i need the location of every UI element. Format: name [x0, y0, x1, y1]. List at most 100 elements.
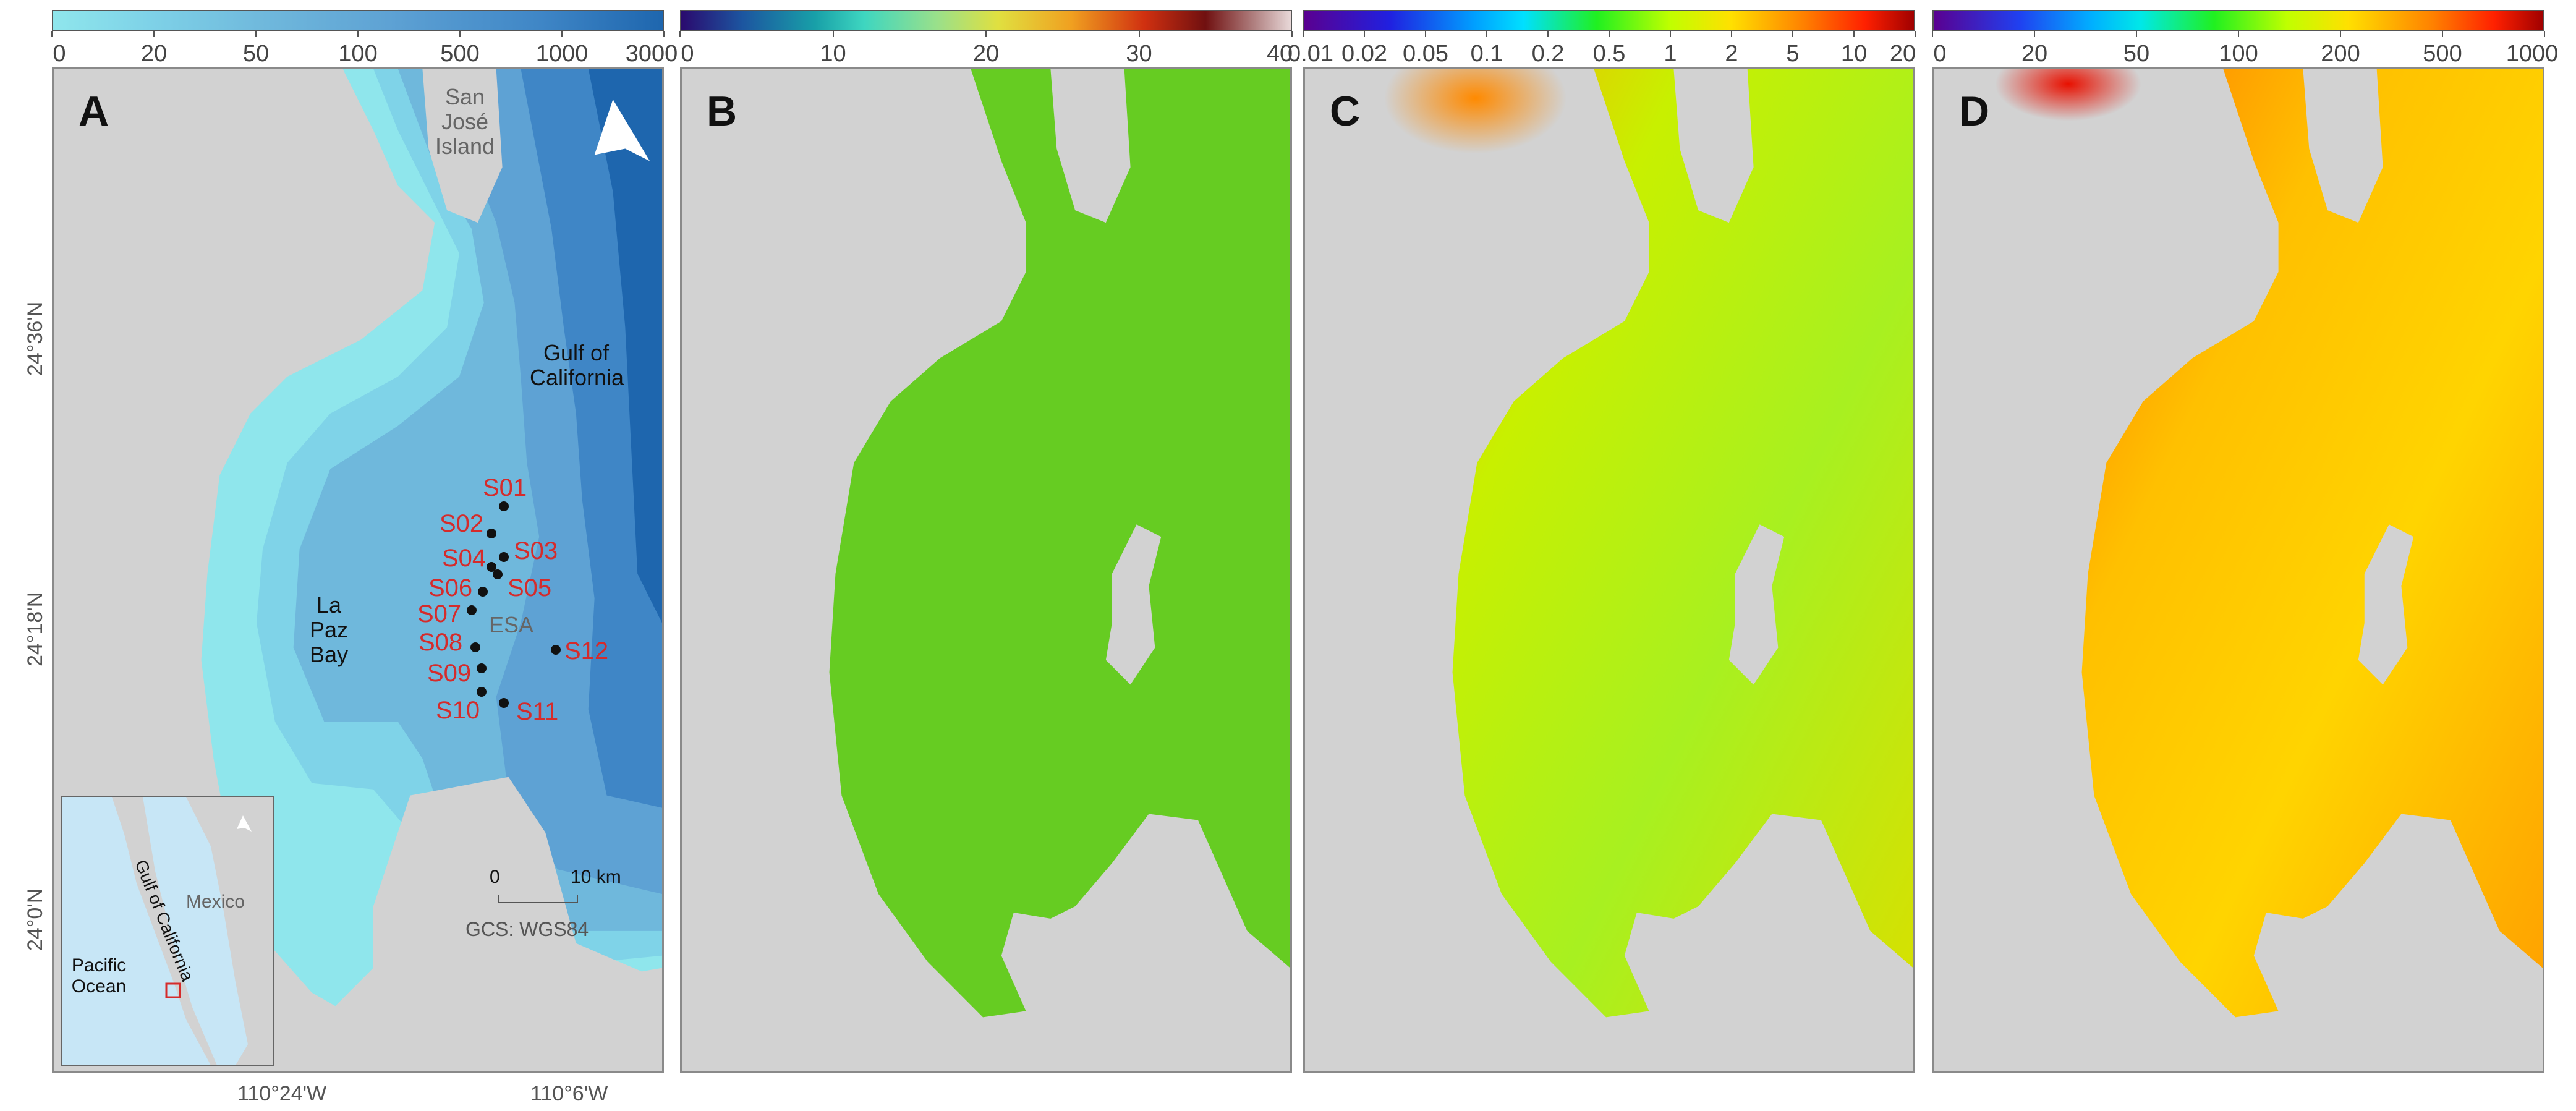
colorbar-tick-mark: [1291, 31, 1293, 37]
station-label: S11: [516, 698, 559, 725]
colorbar-tick-label: 200: [2321, 41, 2360, 67]
colorbar-tick-label: 1000: [2506, 41, 2559, 67]
esa-label: ESA: [488, 612, 534, 637]
longitude-label: 110°6'W: [530, 1082, 608, 1105]
inset-ocean-label: Pacific Ocean: [71, 955, 127, 997]
panel-c-water: [1305, 69, 1913, 1018]
panel-label: C: [1330, 88, 1361, 135]
station-dot: [487, 529, 496, 538]
colorbar-tick-mark: [679, 31, 681, 37]
panel-b-water: [829, 69, 1290, 1018]
station-label: S03: [514, 537, 558, 564]
station-label: S02: [440, 510, 484, 537]
colorbar-tick-mark: [1486, 31, 1487, 37]
scale-bar: [498, 895, 578, 903]
colorbar-tick-mark: [1609, 31, 1610, 37]
station-dot: [478, 587, 488, 597]
north-arrow-icon: [594, 99, 650, 161]
colorbar-tick-label: 500: [440, 41, 480, 67]
station-label: S05: [508, 574, 552, 602]
bathymetry-shapes: [54, 69, 662, 1071]
colorbar-tick-label: 20: [972, 41, 1000, 67]
colorbar-tick-mark: [985, 31, 987, 37]
inset-country-label: Mexico: [186, 892, 245, 912]
colorbar-tick-label: 20: [1889, 41, 1916, 67]
station-label: S08: [419, 629, 463, 656]
panel-b-colorbar: [680, 10, 1292, 31]
colorbar-tick-label: 500: [2423, 41, 2462, 67]
colorbar-tick-mark: [2238, 31, 2239, 37]
colorbar-tick-mark: [1364, 31, 1365, 37]
longitude-label: 110°24'W: [237, 1082, 327, 1105]
latitude-label: 24°36'N: [23, 301, 47, 376]
colorbar-tick-mark: [255, 31, 257, 37]
gulf-label: Gulf of California: [530, 340, 624, 390]
colorbar-tick-mark: [1547, 31, 1549, 37]
colorbar-tick-mark: [357, 31, 359, 37]
colorbar-tick-label: 1000: [535, 41, 589, 67]
colorbar-tick-mark: [1731, 31, 1732, 37]
colorbar-tick-label: 100: [2219, 41, 2258, 67]
panel-label: D: [1959, 88, 1990, 135]
island-label: San José Island: [435, 84, 495, 159]
colorbar-tick-label: 3000: [625, 41, 678, 67]
panel-c-colorbar: [1303, 10, 1915, 31]
colorbar-tick-label: 50: [2123, 41, 2150, 67]
station-label: S04: [442, 545, 487, 572]
station-dot: [551, 645, 561, 655]
colorbar-tick-mark: [1670, 31, 1671, 37]
panel-a-bathymetry-map: A San José Island Gulf of California La …: [52, 67, 664, 1073]
panel-label: B: [707, 88, 738, 135]
colorbar-tick-mark: [51, 31, 53, 37]
colorbar-tick-mark: [1138, 31, 1140, 37]
colorbar-tick-label: 0.05: [1403, 41, 1448, 67]
scale-bar-start: 0: [490, 867, 500, 887]
latitude-label: 24°0'N: [23, 888, 47, 951]
station-label: S09: [427, 660, 472, 687]
station-dot: [499, 698, 509, 708]
station-dot: [499, 552, 509, 562]
colorbar-tick-label: 20: [2021, 41, 2048, 67]
station-dot: [499, 501, 509, 511]
colorbar-tick-mark: [561, 31, 563, 37]
colorbar-tick-mark: [459, 31, 461, 37]
bay-label: La Paz Bay: [309, 592, 349, 667]
panel-d-colorbar: [1932, 10, 2544, 31]
colorbar-tick-mark: [2442, 31, 2443, 37]
colorbar-tick-label: 10: [1840, 41, 1868, 67]
colorbar-tick-label: 2: [1725, 41, 1738, 67]
station-label: S07: [417, 600, 462, 628]
colorbar-tick-label: 0.2: [1531, 41, 1565, 67]
colorbar-tick-mark: [832, 31, 834, 37]
colorbar-tick-mark: [1303, 31, 1304, 37]
colorbar-tick-mark: [1792, 31, 1793, 37]
colorbar-tick-mark: [1425, 31, 1426, 37]
colorbar-tick-label: 30: [1126, 41, 1152, 67]
panel-d-water: [1934, 69, 2543, 1018]
panel-c-map: C: [1303, 67, 1915, 1073]
colorbar-tick-mark: [2544, 31, 2545, 37]
colorbar-tick-label: 20: [140, 41, 168, 67]
station-dot: [467, 605, 477, 615]
station-dot: [493, 569, 503, 579]
colorbar-tick-mark: [2340, 31, 2341, 37]
gcs-label: GCS: WGS84: [465, 918, 589, 940]
colorbar-tick-label: 1: [1664, 41, 1677, 67]
panel-b-map: B: [680, 67, 1292, 1073]
colorbar-tick-label: 0.5: [1592, 41, 1626, 67]
colorbar-tick-label: 100: [338, 41, 378, 67]
colorbar-tick-mark: [153, 31, 155, 37]
colorbar-tick-mark: [663, 31, 665, 37]
depth-colorbar: [52, 10, 664, 31]
station-label: S12: [564, 637, 609, 665]
colorbar-tick-label: 0: [53, 41, 66, 67]
colorbar-tick-mark: [1853, 31, 1855, 37]
station-label: S01: [483, 474, 527, 501]
colorbar-tick-label: 0.1: [1470, 41, 1503, 67]
study-area-marker: [165, 982, 181, 998]
colorbar-tick-mark: [2034, 31, 2035, 37]
panel-d-map: D: [1932, 67, 2544, 1073]
latitude-label: 24°18'N: [23, 592, 47, 666]
colorbar-tick-label: 50: [242, 41, 270, 67]
inset-map: Mexico Pacific Ocean Gulf of California: [61, 796, 274, 1066]
